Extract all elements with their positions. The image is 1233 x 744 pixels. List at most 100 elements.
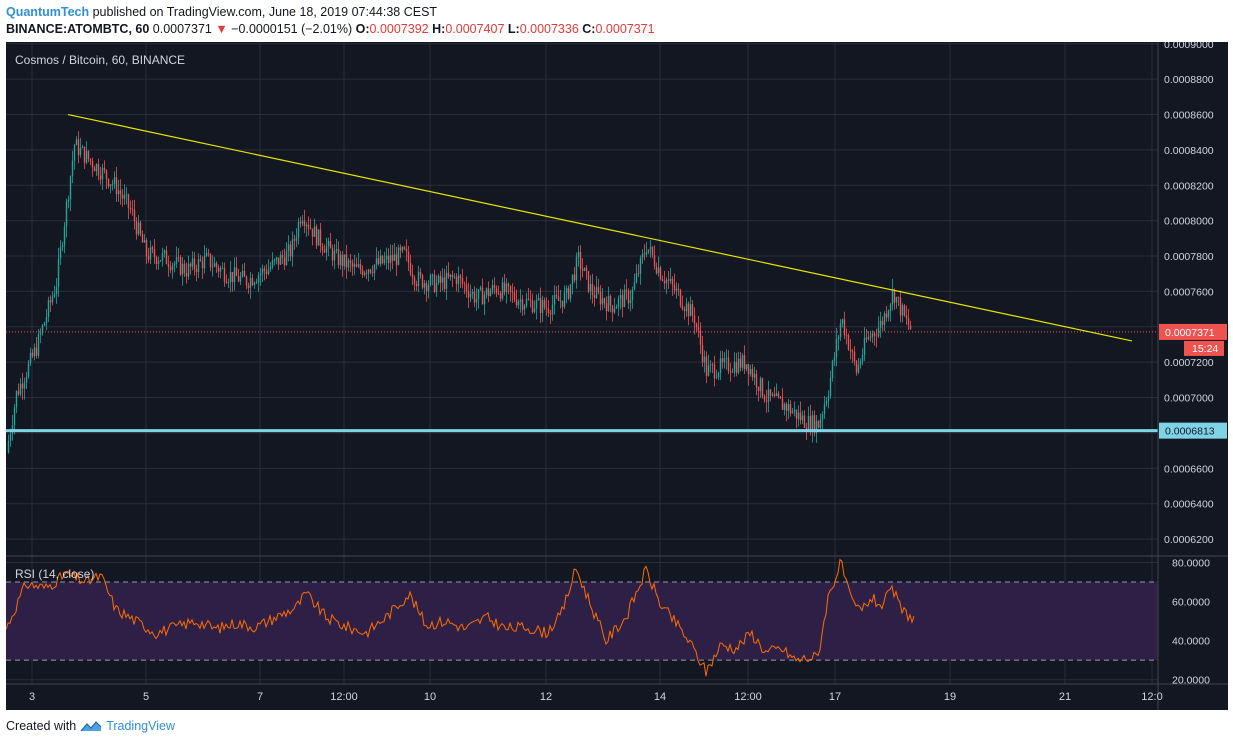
candle-body (843, 319, 846, 336)
candle-body (163, 250, 166, 253)
candle-body (265, 271, 268, 275)
author-link[interactable]: QuantumTech (6, 5, 90, 19)
candle-body (429, 275, 432, 285)
candle-body (793, 409, 796, 412)
candle-body (333, 250, 336, 261)
candle-body (815, 420, 818, 433)
tradingview-brand[interactable]: TradingView (106, 719, 175, 733)
candle-body (351, 262, 354, 267)
candle-body (219, 268, 222, 272)
candle-body (191, 258, 194, 267)
chart-canvas[interactable]: 3 5 7 12:00 10 12 14 12:00 17 19 21 12:0 0.0006200 0.… (6, 42, 1228, 710)
candle-body (297, 221, 300, 238)
candle-body (859, 361, 862, 365)
candle-body (215, 263, 218, 268)
candle-body (749, 368, 752, 375)
candle-body (553, 295, 556, 305)
candle-body (739, 358, 742, 368)
candle-body (493, 285, 496, 289)
candle-body (901, 305, 904, 316)
candle-body (315, 226, 318, 246)
candle-body (249, 277, 252, 288)
candle-body (151, 247, 154, 250)
candle-body (697, 327, 700, 331)
countdown-badge (1184, 340, 1224, 356)
candle-body (907, 317, 910, 326)
published-text: published on TradingView.com, June 18, 2… (92, 5, 438, 19)
candle-body (609, 295, 612, 306)
axes: 3 5 7 12:00 10 12 14 12:00 17 19 21 12:0 0.0006200 0.… (6, 42, 1228, 710)
candle-body (61, 245, 64, 248)
candle-body (779, 396, 782, 399)
candle-body (319, 229, 322, 246)
candle-body (67, 199, 70, 202)
candle-body (905, 315, 908, 318)
candle-body (155, 257, 158, 264)
candle-body (121, 194, 124, 199)
candle-body (667, 279, 670, 281)
candle-body (879, 320, 882, 328)
candle-body (251, 277, 254, 286)
candle-body (379, 255, 382, 264)
candle-body (115, 177, 118, 195)
candle-body (71, 160, 74, 177)
candle-body (733, 362, 736, 372)
down-arrow-icon: ▼ (215, 22, 228, 36)
candle-body (21, 383, 24, 389)
candle-body (653, 255, 656, 267)
candle-body (129, 207, 132, 210)
candle-body (127, 194, 130, 208)
candle-body (105, 170, 108, 180)
candle-body (15, 391, 18, 408)
candle-body (463, 283, 466, 285)
candle-body (519, 299, 522, 302)
candle-body (673, 284, 676, 291)
candle-body (101, 167, 104, 180)
candle-body (761, 378, 764, 397)
candle-body (883, 313, 886, 325)
candle-body (41, 325, 44, 334)
candle-body (663, 280, 666, 284)
candle-body (459, 275, 462, 278)
candle-body (565, 288, 568, 293)
candle-body (833, 357, 836, 362)
x-tick-label: 12:0 (1141, 691, 1162, 703)
candle-body (619, 295, 622, 299)
candle-body (349, 260, 352, 263)
candle-body (625, 289, 628, 292)
candle-body (329, 240, 332, 249)
candle-body (353, 264, 356, 267)
candle-body (661, 279, 664, 281)
candle-body (187, 263, 190, 277)
y-tick-label: 0.0007600 (1164, 286, 1214, 298)
candle-body (857, 364, 860, 373)
rsi-tick-label: 20.0000 (1172, 675, 1210, 687)
candle-body (433, 274, 436, 292)
x-tick-label: 21 (1059, 691, 1071, 703)
rsi-tick-label: 60.0000 (1172, 597, 1210, 609)
candle-body (555, 295, 558, 297)
rsi-tick-label: 40.0000 (1172, 636, 1210, 648)
candle-body (807, 415, 810, 432)
y-tick-label: 0.0007200 (1164, 357, 1214, 369)
close-value: 0.0007371 (595, 22, 655, 36)
candle-body (399, 247, 402, 251)
candle-body (19, 383, 22, 395)
candle-body (715, 376, 718, 378)
candle-body (545, 307, 548, 309)
candle-body (799, 412, 802, 421)
candle-body (423, 283, 426, 288)
x-tick-label: 10 (424, 691, 436, 703)
candle-body (539, 298, 542, 314)
candle-body (439, 275, 442, 283)
candles (7, 131, 912, 454)
candle-body (409, 263, 412, 275)
candle-body (643, 253, 646, 255)
candle-body (575, 256, 578, 281)
candle-body (477, 289, 480, 300)
candle-body (669, 278, 672, 281)
y-tick-label: 0.0006400 (1164, 499, 1214, 511)
candle-body (617, 298, 620, 307)
candle-body (827, 395, 830, 401)
close-label: C: (582, 22, 596, 36)
